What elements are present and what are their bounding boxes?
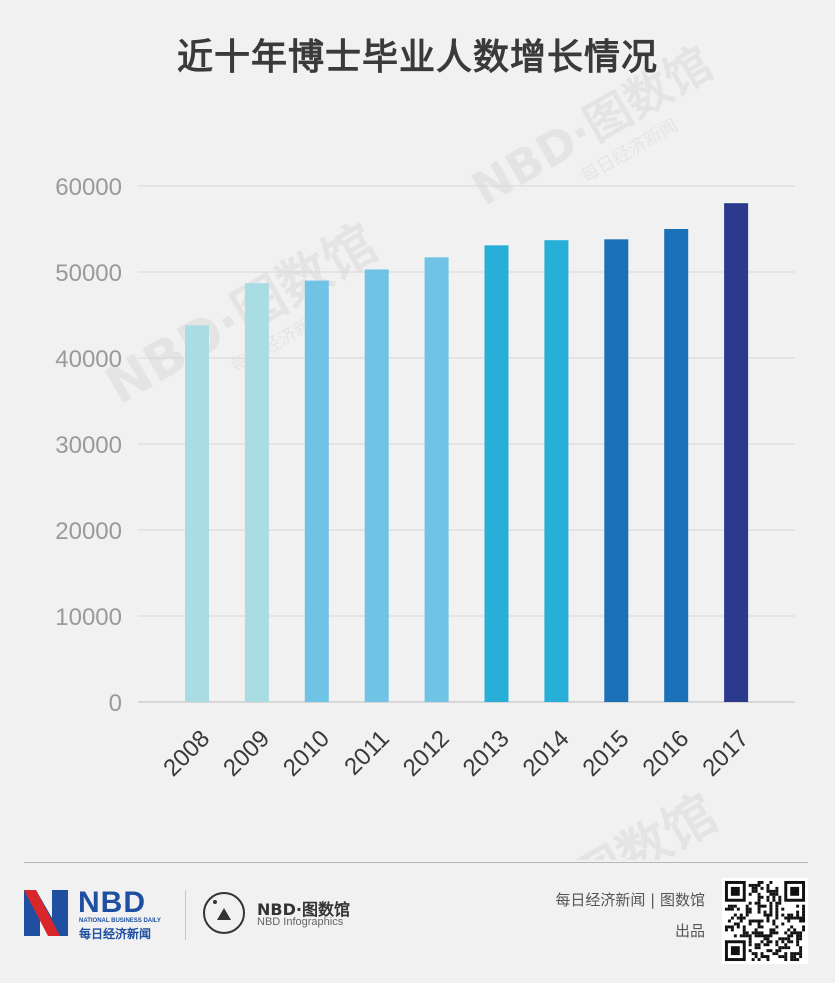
infographics-subtitle: NBD Infographics [257, 916, 344, 928]
watermark-text: NBD·图数馆 [96, 214, 388, 417]
bar-2008 [185, 325, 209, 702]
y-tick-label: 50000 [55, 260, 122, 287]
credit-line: 每日经济新闻 | 图数馆 [555, 891, 705, 909]
infographics-wordmark: NBD·图数馆 [257, 900, 350, 919]
x-tick-label: 2012 [398, 725, 455, 782]
bar-2016 [664, 229, 689, 702]
chart-title: 近十年博士毕业人数增长情况 [176, 37, 658, 78]
footer-divider [24, 862, 808, 863]
x-tick-label: 2015 [578, 725, 635, 782]
x-tick-label: 2017 [697, 725, 754, 782]
bar-2017 [724, 203, 749, 702]
x-tick-label: 2009 [218, 725, 275, 782]
x-tick-label: 2014 [518, 725, 575, 782]
bar-2013 [484, 245, 509, 702]
y-tick-label: 40000 [55, 346, 122, 373]
infographics-circle-icon [203, 892, 245, 934]
x-tick-label: 2010 [278, 725, 335, 782]
x-tick-label: 2016 [637, 725, 694, 782]
y-tick-label: 0 [109, 690, 122, 717]
bar-chart: NBD·图数馆每日经济新闻NBD·图数馆每日经济新闻NBD·图数馆每日经济新闻0… [55, 36, 795, 860]
footer-separator [185, 890, 186, 940]
watermark-text: NBD·图数馆 [436, 784, 728, 860]
nbd-infographics-logo: NBD·图数馆 NBD Infographics [203, 892, 363, 938]
y-tick-label: 10000 [55, 604, 122, 631]
logo-wordmark: NBD [78, 886, 146, 919]
bar-2009 [244, 283, 269, 702]
y-tick-label: 60000 [55, 174, 122, 201]
y-tick-label: 30000 [55, 432, 122, 459]
qr-code-icon[interactable] [722, 878, 808, 964]
bar-2014 [544, 240, 569, 702]
nbd-n-logo-icon [24, 890, 68, 936]
x-tick-label: 2013 [458, 725, 515, 782]
bar-2011 [364, 269, 389, 702]
bar-2015 [604, 239, 629, 702]
x-tick-label: 2008 [158, 725, 215, 782]
bar-2012 [424, 257, 449, 702]
bar-2010 [304, 280, 329, 702]
watermark-text: NBD·图数馆 [463, 36, 721, 216]
logo-subtitle: NATIONAL BUSINESS DAILY [79, 918, 161, 924]
nbd-logo: NBD NATIONAL BUSINESS DAILY 每日经济新闻 [22, 886, 172, 941]
y-tick-label: 20000 [55, 518, 122, 545]
credit-produced: 出品 [674, 922, 705, 940]
logo-chinese-name: 每日经济新闻 [79, 927, 152, 941]
x-tick-label: 2011 [339, 725, 395, 781]
